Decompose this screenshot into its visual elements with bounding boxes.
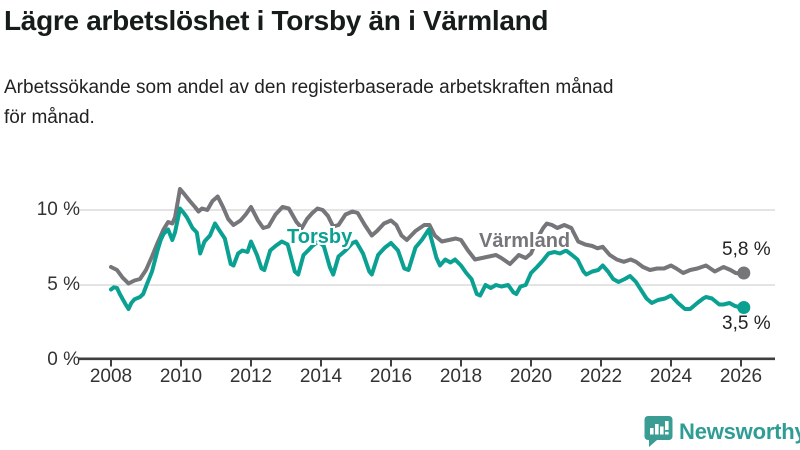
- y-tick-label: 10 %: [36, 199, 80, 220]
- chart-subtitle: Arbetssökande som andel av den registerb…: [4, 73, 784, 133]
- torsby-end-dot: [737, 301, 751, 314]
- subtitle-line-1: Arbetssökande som andel av den registerb…: [4, 77, 614, 98]
- torsby-line: [109, 206, 746, 311]
- x-tick-label: 2026: [719, 366, 763, 387]
- end-value-label-torsby: 3,5 %: [722, 313, 771, 334]
- x-tick-label: 2020: [509, 366, 553, 387]
- subtitle-line-2: för månad.: [4, 107, 95, 128]
- x-tick-label: 2016: [369, 366, 413, 387]
- series-label-torsby: Torsby: [287, 226, 353, 248]
- newsworthy-wordmark: Newsworthy: [679, 418, 800, 444]
- x-tick-label: 2008: [89, 366, 133, 387]
- x-tick-label: 2022: [579, 366, 623, 387]
- y-tick-label: 0 %: [47, 349, 80, 370]
- page-title: Lägre arbetslöshet i Torsby än i Värmlan…: [4, 5, 549, 36]
- newsworthy-logo: Newsworthy: [644, 415, 800, 448]
- x-tick-label: 2012: [229, 366, 273, 387]
- x-tick-label: 2024: [649, 366, 693, 387]
- y-tick-label: 5 %: [47, 274, 80, 295]
- x-tick-label: 2014: [299, 366, 343, 387]
- end-value-label-varmland: 5,8 %: [722, 239, 771, 260]
- series-label-varmland: Värmland: [479, 230, 571, 252]
- x-tick-label: 2018: [439, 366, 483, 387]
- x-tick-label: 2010: [159, 366, 203, 387]
- newsworthy-logo-icon: [644, 416, 673, 447]
- vrmland-end-dot: [737, 266, 751, 280]
- vrmland-line: [109, 187, 746, 286]
